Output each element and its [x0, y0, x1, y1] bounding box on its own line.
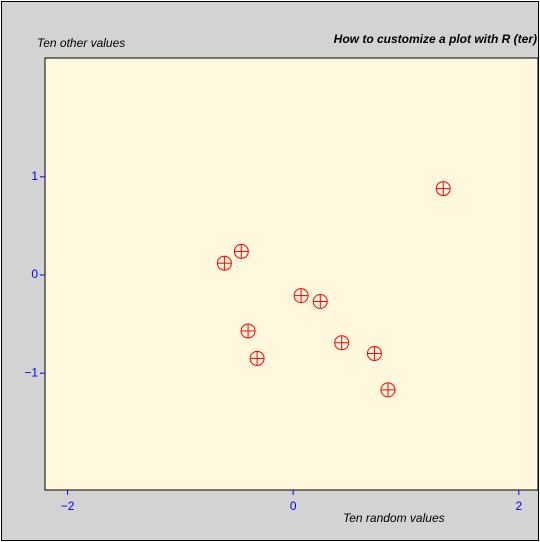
point: [380, 382, 396, 398]
point: [312, 293, 328, 309]
point: [240, 323, 256, 339]
point: [216, 255, 232, 271]
plot-area: [44, 57, 539, 491]
point: [233, 243, 249, 259]
x-tick-label: 2: [515, 499, 522, 513]
x-axis-label: Ten random values: [343, 511, 445, 525]
x-tick-label: −2: [61, 499, 75, 513]
point: [366, 346, 382, 362]
point: [435, 181, 451, 197]
chart-title: How to customize a plot with R (ter): [334, 32, 537, 46]
y-tick-label: −1: [24, 365, 38, 379]
y-axis-label: Ten other values: [37, 36, 125, 50]
y-tick-label: 1: [31, 169, 38, 183]
point: [293, 288, 309, 304]
point: [334, 335, 350, 351]
point: [249, 350, 265, 366]
x-tick-label: 0: [290, 499, 297, 513]
y-tick-label: 0: [31, 267, 38, 281]
